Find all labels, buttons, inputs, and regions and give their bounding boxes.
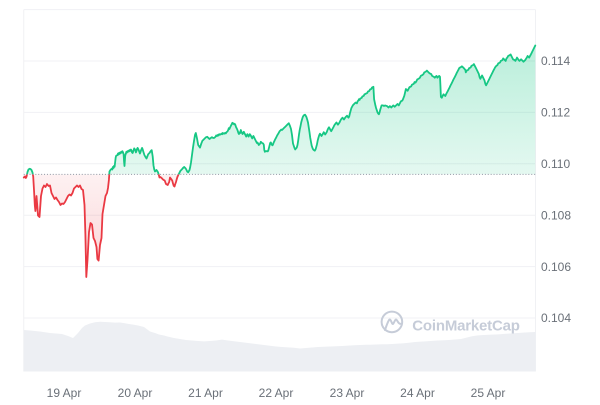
svg-text:0.110: 0.110 [541,157,570,171]
svg-text:23 Apr: 23 Apr [330,386,365,400]
svg-text:0.114: 0.114 [541,54,570,68]
svg-text:20 Apr: 20 Apr [118,386,153,400]
svg-text:0.108: 0.108 [541,208,571,222]
svg-text:21 Apr: 21 Apr [188,386,223,400]
svg-text:CoinMarketCap: CoinMarketCap [412,317,519,334]
svg-text:19 Apr: 19 Apr [47,386,82,400]
svg-text:0.112: 0.112 [541,106,570,120]
svg-text:0.104: 0.104 [541,311,571,325]
svg-text:0.106: 0.106 [541,260,571,274]
svg-text:22 Apr: 22 Apr [259,386,294,400]
svg-text:25 Apr: 25 Apr [471,386,506,400]
svg-text:24 Apr: 24 Apr [400,386,435,400]
